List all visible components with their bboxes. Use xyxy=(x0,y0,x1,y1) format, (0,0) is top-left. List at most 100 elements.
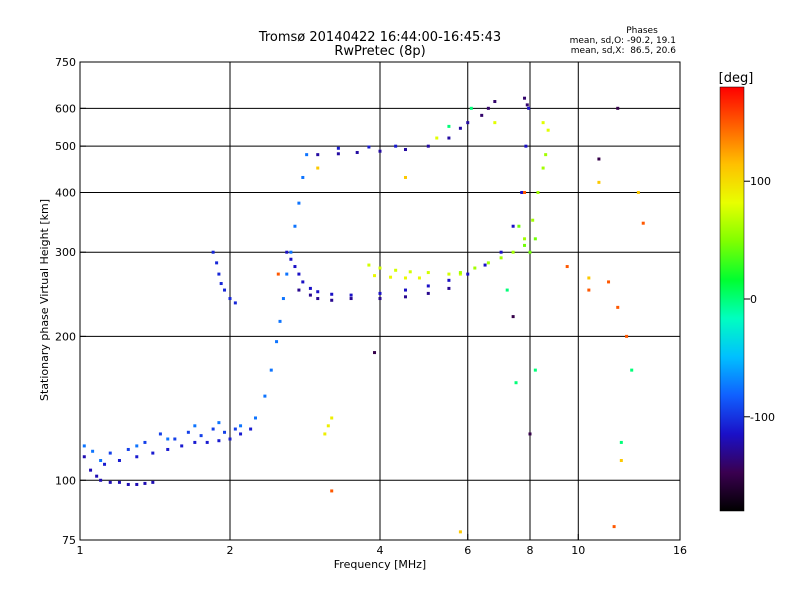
data-point xyxy=(219,282,223,286)
data-point xyxy=(493,121,497,125)
data-point xyxy=(228,297,232,301)
data-point xyxy=(378,149,382,153)
colorbar-label: [deg] xyxy=(719,71,754,86)
y-tick-label: 600 xyxy=(55,102,76,115)
data-point xyxy=(546,128,550,132)
data-point xyxy=(126,482,130,486)
data-point xyxy=(531,218,535,222)
data-point xyxy=(524,144,528,148)
data-point xyxy=(523,243,527,247)
data-point xyxy=(217,421,221,425)
data-point xyxy=(480,113,484,117)
data-point xyxy=(103,462,107,466)
data-point xyxy=(330,489,334,493)
data-point xyxy=(326,424,330,428)
x-tick-label: 1 xyxy=(77,544,84,557)
colorbar-tick-label: 0 xyxy=(750,293,757,306)
data-point xyxy=(135,444,139,448)
data-point xyxy=(373,351,377,355)
data-point xyxy=(143,481,147,485)
data-point xyxy=(541,121,545,125)
data-point xyxy=(316,290,320,294)
y-tick-label: 200 xyxy=(55,330,76,343)
data-point xyxy=(426,144,430,148)
data-point xyxy=(473,266,477,270)
data-point xyxy=(378,291,382,295)
data-point xyxy=(217,272,221,276)
data-point xyxy=(316,166,320,170)
y-tick-label: 300 xyxy=(55,246,76,259)
data-point xyxy=(527,106,531,110)
data-point xyxy=(263,394,267,398)
chart-subtitle: RwPretec (8p) xyxy=(334,44,425,59)
data-point xyxy=(389,275,393,279)
grid-lines xyxy=(80,62,680,540)
data-point xyxy=(293,224,297,228)
data-point xyxy=(587,276,591,280)
data-point xyxy=(99,478,103,482)
data-point xyxy=(447,278,451,282)
data-point xyxy=(180,444,184,448)
stats-title: Phases xyxy=(626,26,658,36)
data-point xyxy=(151,480,155,484)
data-point xyxy=(117,480,121,484)
data-point xyxy=(619,458,623,462)
data-point xyxy=(499,250,503,254)
data-point xyxy=(458,126,462,130)
data-point xyxy=(108,451,112,455)
y-tick-label: 400 xyxy=(55,186,76,199)
data-point xyxy=(612,525,616,529)
data-point xyxy=(158,432,162,436)
data-point xyxy=(447,286,451,290)
data-point xyxy=(289,257,293,261)
data-point xyxy=(349,297,353,301)
data-point xyxy=(625,334,629,338)
data-point xyxy=(217,439,221,443)
data-point xyxy=(166,437,170,441)
data-point xyxy=(528,432,532,436)
data-point xyxy=(199,434,203,438)
data-point xyxy=(517,224,521,228)
data-point xyxy=(173,437,177,441)
data-point xyxy=(95,474,99,478)
data-point xyxy=(630,368,634,372)
data-point xyxy=(316,153,320,157)
data-point xyxy=(281,297,285,301)
data-point xyxy=(520,190,524,194)
data-point xyxy=(499,256,503,260)
data-point xyxy=(285,250,289,254)
data-point xyxy=(91,449,95,453)
data-points xyxy=(82,96,645,534)
data-point xyxy=(223,288,227,292)
data-point xyxy=(308,293,312,297)
data-point xyxy=(297,201,301,205)
data-point xyxy=(233,301,237,305)
data-point xyxy=(117,458,121,462)
data-point xyxy=(285,272,289,276)
data-point xyxy=(435,136,439,140)
colorbar xyxy=(719,86,745,512)
data-point xyxy=(447,136,451,140)
data-point xyxy=(249,427,253,431)
data-point xyxy=(211,250,215,254)
data-point xyxy=(641,221,645,225)
data-point xyxy=(511,250,515,254)
data-point xyxy=(466,121,470,125)
data-point xyxy=(89,468,93,472)
data-point xyxy=(301,280,305,284)
data-point xyxy=(293,265,297,269)
data-point xyxy=(228,437,232,441)
y-tick-label: 100 xyxy=(55,474,76,487)
data-point xyxy=(316,297,320,301)
data-point xyxy=(275,340,279,344)
data-point xyxy=(426,291,430,295)
data-point xyxy=(458,530,462,534)
data-point xyxy=(223,430,227,434)
data-point xyxy=(587,288,591,292)
colorbar-tick-label: 100 xyxy=(750,175,771,188)
data-point xyxy=(305,153,309,157)
data-point xyxy=(276,272,280,276)
x-tick-label: 6 xyxy=(464,544,471,557)
data-point xyxy=(447,124,451,128)
data-point xyxy=(301,175,305,179)
